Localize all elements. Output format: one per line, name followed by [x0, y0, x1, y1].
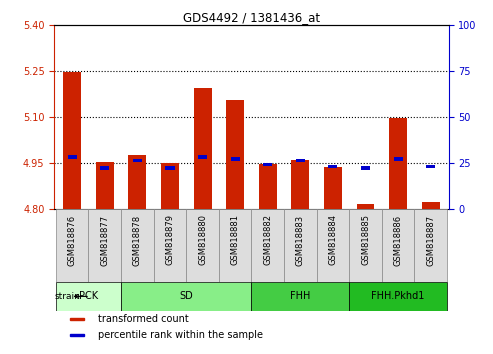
Bar: [88, 209, 121, 282]
Bar: [291, 160, 309, 209]
Text: FHH: FHH: [290, 291, 311, 301]
Text: GSM818877: GSM818877: [100, 215, 109, 266]
Text: GSM818886: GSM818886: [393, 215, 403, 266]
Text: GSM818876: GSM818876: [68, 215, 76, 266]
Bar: [186, 209, 219, 282]
Bar: [328, 165, 338, 168]
Bar: [263, 163, 272, 166]
Bar: [259, 164, 277, 209]
Text: GSM818879: GSM818879: [166, 215, 175, 266]
Bar: [70, 334, 84, 336]
Bar: [128, 155, 146, 209]
Text: GSM818880: GSM818880: [198, 215, 207, 266]
Bar: [154, 209, 186, 282]
Bar: [317, 209, 349, 282]
Bar: [194, 87, 211, 209]
Text: GSM818884: GSM818884: [328, 215, 337, 266]
Bar: [56, 209, 88, 282]
Bar: [356, 204, 375, 209]
Bar: [389, 118, 407, 209]
Bar: [68, 155, 77, 159]
Text: GSM818878: GSM818878: [133, 215, 142, 266]
Bar: [226, 100, 244, 209]
Bar: [349, 282, 447, 311]
Bar: [198, 155, 207, 159]
Bar: [165, 166, 175, 170]
Bar: [251, 209, 284, 282]
Bar: [219, 209, 251, 282]
Bar: [324, 167, 342, 209]
Bar: [422, 202, 440, 209]
Bar: [121, 209, 154, 282]
Bar: [96, 162, 114, 209]
Bar: [393, 157, 403, 161]
Bar: [296, 159, 305, 162]
Text: transformed count: transformed count: [98, 314, 188, 324]
Bar: [161, 162, 179, 209]
Bar: [63, 72, 81, 209]
Bar: [361, 166, 370, 170]
Bar: [415, 209, 447, 282]
Text: GSM818887: GSM818887: [426, 215, 435, 266]
Bar: [100, 166, 109, 170]
Bar: [70, 318, 84, 320]
Text: SD: SD: [179, 291, 193, 301]
Bar: [426, 165, 435, 168]
Text: GSM818881: GSM818881: [231, 215, 240, 266]
Bar: [349, 209, 382, 282]
Bar: [56, 282, 121, 311]
Bar: [251, 282, 349, 311]
Text: GSM818883: GSM818883: [296, 215, 305, 266]
Text: GSM818885: GSM818885: [361, 215, 370, 266]
Bar: [284, 209, 317, 282]
Text: percentile rank within the sample: percentile rank within the sample: [98, 330, 263, 340]
Text: PCK: PCK: [79, 291, 98, 301]
Bar: [231, 157, 240, 161]
Text: FHH.Pkhd1: FHH.Pkhd1: [371, 291, 425, 301]
Text: GSM818882: GSM818882: [263, 215, 272, 266]
Bar: [382, 209, 415, 282]
Title: GDS4492 / 1381436_at: GDS4492 / 1381436_at: [183, 11, 320, 24]
Bar: [121, 282, 251, 311]
Bar: [133, 159, 142, 162]
Text: strain: strain: [55, 292, 81, 301]
